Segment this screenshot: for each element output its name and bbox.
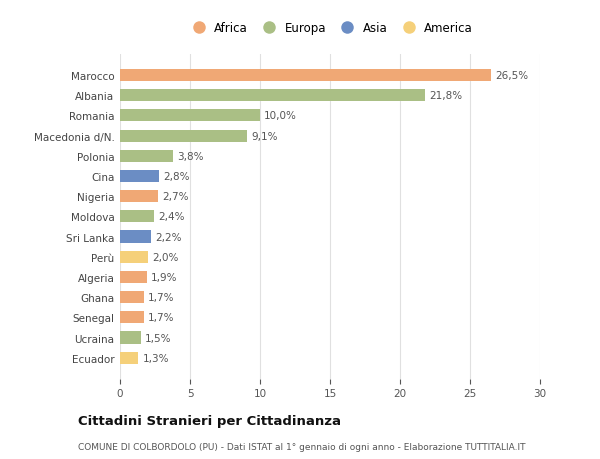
Text: 1,5%: 1,5% <box>145 333 172 343</box>
Text: 21,8%: 21,8% <box>430 91 463 101</box>
Text: COMUNE DI COLBORDOLO (PU) - Dati ISTAT al 1° gennaio di ogni anno - Elaborazione: COMUNE DI COLBORDOLO (PU) - Dati ISTAT a… <box>78 442 526 451</box>
Text: 3,8%: 3,8% <box>178 151 204 162</box>
Text: 1,9%: 1,9% <box>151 272 178 282</box>
Bar <box>120 352 138 364</box>
Text: 26,5%: 26,5% <box>495 71 529 81</box>
Text: Cittadini Stranieri per Cittadinanza: Cittadini Stranieri per Cittadinanza <box>78 414 341 428</box>
Bar <box>120 231 151 243</box>
Bar <box>120 332 141 344</box>
Text: 2,4%: 2,4% <box>158 212 184 222</box>
Text: 2,0%: 2,0% <box>152 252 179 262</box>
Bar <box>120 171 159 183</box>
Text: 1,3%: 1,3% <box>142 353 169 363</box>
Text: 2,7%: 2,7% <box>162 192 188 202</box>
Text: 1,7%: 1,7% <box>148 313 175 323</box>
Bar <box>120 312 144 324</box>
Text: 1,7%: 1,7% <box>148 292 175 302</box>
Bar <box>120 211 154 223</box>
Text: 10,0%: 10,0% <box>264 111 297 121</box>
Bar <box>120 130 247 142</box>
Bar <box>120 291 144 303</box>
Text: 9,1%: 9,1% <box>251 131 278 141</box>
Bar <box>120 110 260 122</box>
Bar <box>120 90 425 102</box>
Bar <box>120 271 146 283</box>
Text: 2,8%: 2,8% <box>163 172 190 182</box>
Bar <box>120 70 491 82</box>
Bar <box>120 190 158 203</box>
Legend: Africa, Europa, Asia, America: Africa, Europa, Asia, America <box>184 19 476 39</box>
Bar <box>120 251 148 263</box>
Text: 2,2%: 2,2% <box>155 232 182 242</box>
Bar <box>120 151 173 162</box>
